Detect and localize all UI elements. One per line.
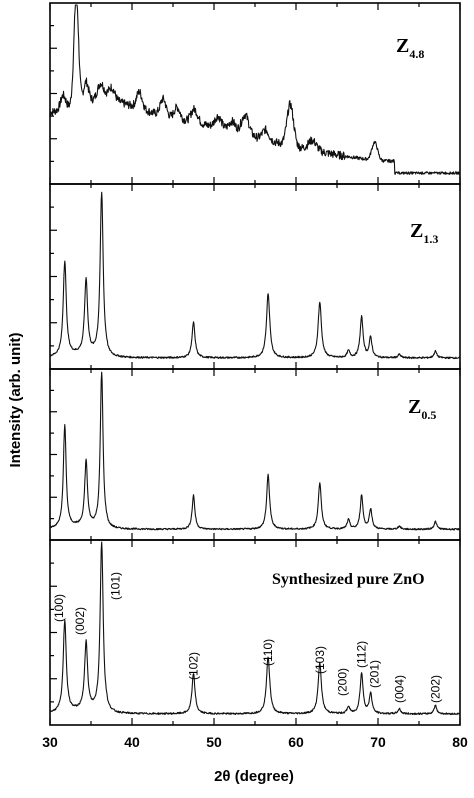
sample-label: Synthesized pure ZnO: [272, 571, 425, 588]
xrd-trace-2: [49, 371, 461, 531]
sample-label: Z4.8: [396, 35, 424, 61]
hkl-label: (004): [392, 675, 406, 703]
xrd-trace-1: [49, 191, 461, 360]
sample-label: Z0.5: [408, 396, 436, 422]
hkl-label: (112): [355, 641, 369, 668]
sample-label-sub: 1.3: [423, 232, 438, 246]
sample-label: Z1.3: [410, 220, 438, 246]
x-tick-label: 70: [370, 734, 386, 750]
y-axis-title: Intensity (arb. unit): [7, 332, 24, 467]
sample-label-main: Synthesized pure ZnO: [272, 571, 425, 588]
sample-label-sub: 0.5: [421, 408, 436, 422]
x-tick-label: 50: [206, 734, 222, 750]
x-tick-label: 80: [452, 734, 468, 750]
x-tick-label: 60: [288, 734, 304, 750]
hkl-label: (102): [187, 652, 201, 680]
hkl-label: (101): [109, 572, 123, 600]
panel-frame-0: [49, 2, 461, 185]
sample-label-main: Z: [396, 35, 409, 57]
hkl-label: (201): [368, 660, 382, 688]
hkl-label: (202): [428, 675, 442, 703]
hkl-label: (200): [335, 668, 349, 696]
hkl-label: (100): [52, 594, 66, 622]
x-tick-label: 40: [124, 734, 140, 750]
x-axis-title: 2θ (degree): [214, 768, 294, 785]
xrd-trace-0: [49, 4, 461, 175]
hkl-label: (103): [313, 646, 327, 674]
sample-label-main: Z: [408, 396, 421, 418]
panel-frame-1: [49, 183, 461, 370]
hkl-label: (002): [73, 607, 87, 635]
sample-label-sub: 4.8: [409, 47, 424, 61]
sample-label-main: Z: [410, 220, 423, 242]
xrd-trace-3: [49, 541, 461, 716]
hkl-label: (110): [261, 639, 275, 666]
x-tick-label: 30: [42, 734, 58, 750]
panel-frame-2: [49, 368, 461, 541]
